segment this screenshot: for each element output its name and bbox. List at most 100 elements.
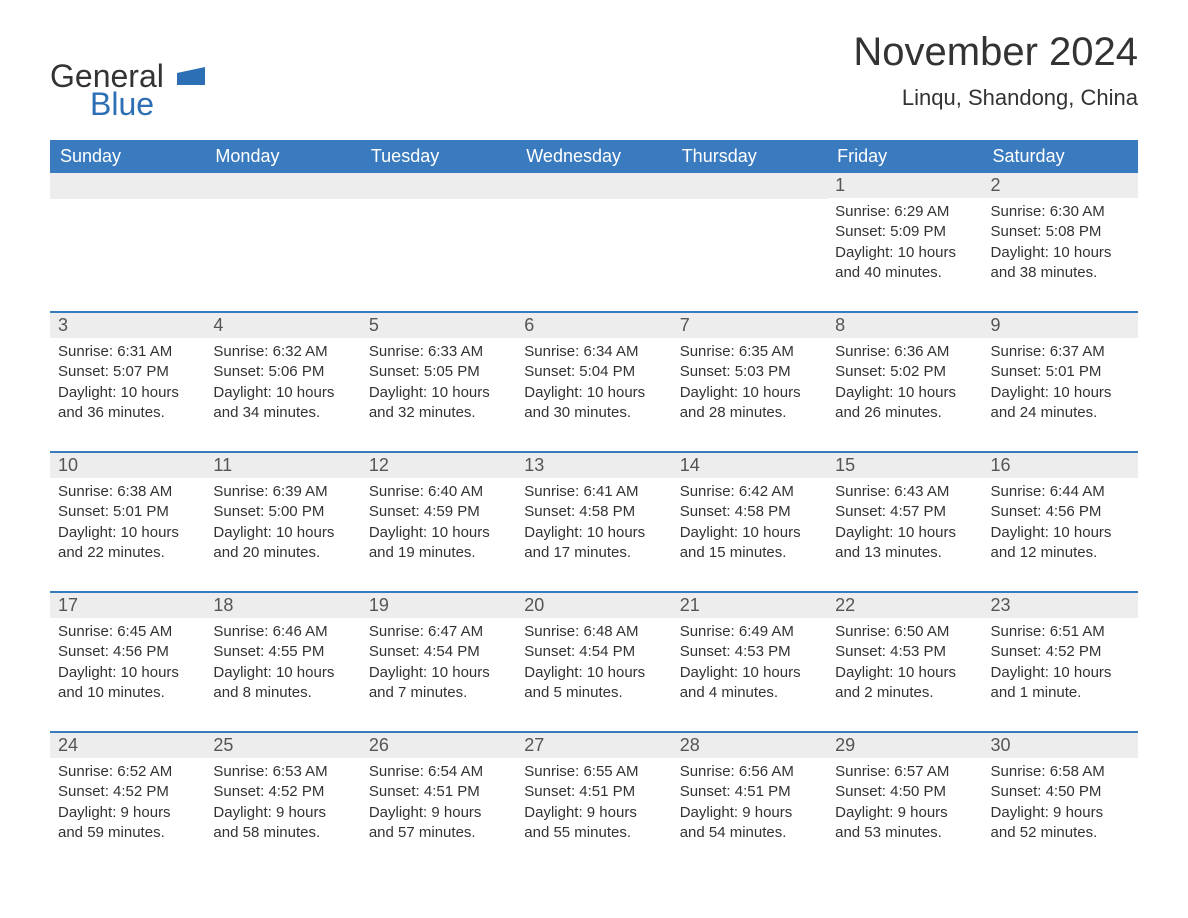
day-daylight2: and 13 minutes. <box>835 543 974 563</box>
calendar-day-cell: 4Sunrise: 6:32 AMSunset: 5:06 PMDaylight… <box>205 313 360 433</box>
day-daylight2: and 20 minutes. <box>213 543 352 563</box>
day-daylight2: and 59 minutes. <box>58 823 197 843</box>
day-daylight2: and 32 minutes. <box>369 403 508 423</box>
day-sunrise: Sunrise: 6:54 AM <box>369 762 508 782</box>
day-content: Sunrise: 6:45 AMSunset: 4:56 PMDaylight:… <box>50 618 205 711</box>
day-content: Sunrise: 6:30 AMSunset: 5:08 PMDaylight:… <box>983 198 1138 291</box>
calendar-day-cell <box>516 173 671 293</box>
day-number: 24 <box>50 733 205 758</box>
day-daylight2: and 10 minutes. <box>58 683 197 703</box>
calendar-day-cell: 14Sunrise: 6:42 AMSunset: 4:58 PMDayligh… <box>672 453 827 573</box>
day-daylight1: Daylight: 10 hours <box>213 523 352 543</box>
day-content: Sunrise: 6:38 AMSunset: 5:01 PMDaylight:… <box>50 478 205 571</box>
day-daylight1: Daylight: 9 hours <box>369 803 508 823</box>
calendar-day-cell: 9Sunrise: 6:37 AMSunset: 5:01 PMDaylight… <box>983 313 1138 433</box>
day-number: 30 <box>983 733 1138 758</box>
day-content: Sunrise: 6:51 AMSunset: 4:52 PMDaylight:… <box>983 618 1138 711</box>
day-number <box>672 173 827 199</box>
day-number: 28 <box>672 733 827 758</box>
calendar-day-cell: 20Sunrise: 6:48 AMSunset: 4:54 PMDayligh… <box>516 593 671 713</box>
day-sunrise: Sunrise: 6:41 AM <box>524 482 663 502</box>
day-sunset: Sunset: 5:06 PM <box>213 362 352 382</box>
day-number: 20 <box>516 593 671 618</box>
calendar-day-cell: 30Sunrise: 6:58 AMSunset: 4:50 PMDayligh… <box>983 733 1138 853</box>
day-number: 4 <box>205 313 360 338</box>
day-sunset: Sunset: 4:59 PM <box>369 502 508 522</box>
calendar-day-cell: 23Sunrise: 6:51 AMSunset: 4:52 PMDayligh… <box>983 593 1138 713</box>
day-daylight2: and 8 minutes. <box>213 683 352 703</box>
day-daylight1: Daylight: 10 hours <box>991 243 1130 263</box>
day-daylight2: and 28 minutes. <box>680 403 819 423</box>
day-sunrise: Sunrise: 6:31 AM <box>58 342 197 362</box>
day-daylight1: Daylight: 10 hours <box>835 243 974 263</box>
day-daylight1: Daylight: 10 hours <box>369 663 508 683</box>
day-sunset: Sunset: 5:05 PM <box>369 362 508 382</box>
day-number: 3 <box>50 313 205 338</box>
day-sunset: Sunset: 4:58 PM <box>524 502 663 522</box>
day-sunrise: Sunrise: 6:47 AM <box>369 622 508 642</box>
day-number: 19 <box>361 593 516 618</box>
day-sunrise: Sunrise: 6:35 AM <box>680 342 819 362</box>
day-sunrise: Sunrise: 6:50 AM <box>835 622 974 642</box>
day-daylight1: Daylight: 9 hours <box>524 803 663 823</box>
day-daylight2: and 55 minutes. <box>524 823 663 843</box>
day-number: 8 <box>827 313 982 338</box>
calendar-day-cell: 19Sunrise: 6:47 AMSunset: 4:54 PMDayligh… <box>361 593 516 713</box>
day-content: Sunrise: 6:43 AMSunset: 4:57 PMDaylight:… <box>827 478 982 571</box>
day-content: Sunrise: 6:54 AMSunset: 4:51 PMDaylight:… <box>361 758 516 851</box>
day-number <box>205 173 360 199</box>
day-daylight1: Daylight: 9 hours <box>991 803 1130 823</box>
day-content: Sunrise: 6:34 AMSunset: 5:04 PMDaylight:… <box>516 338 671 431</box>
day-content: Sunrise: 6:58 AMSunset: 4:50 PMDaylight:… <box>983 758 1138 851</box>
day-daylight2: and 1 minute. <box>991 683 1130 703</box>
day-sunrise: Sunrise: 6:44 AM <box>991 482 1130 502</box>
day-sunset: Sunset: 4:54 PM <box>524 642 663 662</box>
calendar-day-cell: 1Sunrise: 6:29 AMSunset: 5:09 PMDaylight… <box>827 173 982 293</box>
day-daylight2: and 54 minutes. <box>680 823 819 843</box>
calendar-day-cell: 25Sunrise: 6:53 AMSunset: 4:52 PMDayligh… <box>205 733 360 853</box>
day-content: Sunrise: 6:41 AMSunset: 4:58 PMDaylight:… <box>516 478 671 571</box>
calendar-day-cell: 12Sunrise: 6:40 AMSunset: 4:59 PMDayligh… <box>361 453 516 573</box>
day-daylight2: and 7 minutes. <box>369 683 508 703</box>
day-sunset: Sunset: 5:09 PM <box>835 222 974 242</box>
day-sunrise: Sunrise: 6:42 AM <box>680 482 819 502</box>
calendar: SundayMondayTuesdayWednesdayThursdayFrid… <box>50 140 1138 853</box>
calendar-day-cell <box>205 173 360 293</box>
day-sunrise: Sunrise: 6:56 AM <box>680 762 819 782</box>
day-daylight2: and 38 minutes. <box>991 263 1130 283</box>
weeks-container: 1Sunrise: 6:29 AMSunset: 5:09 PMDaylight… <box>50 173 1138 853</box>
day-sunrise: Sunrise: 6:45 AM <box>58 622 197 642</box>
calendar-day-cell: 7Sunrise: 6:35 AMSunset: 5:03 PMDaylight… <box>672 313 827 433</box>
day-number: 16 <box>983 453 1138 478</box>
day-sunrise: Sunrise: 6:29 AM <box>835 202 974 222</box>
day-daylight1: Daylight: 10 hours <box>991 523 1130 543</box>
day-number: 26 <box>361 733 516 758</box>
day-number <box>516 173 671 199</box>
day-number: 21 <box>672 593 827 618</box>
day-content: Sunrise: 6:39 AMSunset: 5:00 PMDaylight:… <box>205 478 360 571</box>
page-header: General Blue November 2024 Linqu, Shando… <box>50 30 1138 120</box>
calendar-day-cell: 10Sunrise: 6:38 AMSunset: 5:01 PMDayligh… <box>50 453 205 573</box>
day-daylight2: and 19 minutes. <box>369 543 508 563</box>
day-sunset: Sunset: 5:01 PM <box>58 502 197 522</box>
weekday-header-cell: Wednesday <box>516 140 671 173</box>
day-sunrise: Sunrise: 6:51 AM <box>991 622 1130 642</box>
calendar-day-cell: 8Sunrise: 6:36 AMSunset: 5:02 PMDaylight… <box>827 313 982 433</box>
day-sunrise: Sunrise: 6:53 AM <box>213 762 352 782</box>
day-number: 25 <box>205 733 360 758</box>
day-daylight1: Daylight: 10 hours <box>991 663 1130 683</box>
day-number: 11 <box>205 453 360 478</box>
day-number: 6 <box>516 313 671 338</box>
calendar-day-cell: 24Sunrise: 6:52 AMSunset: 4:52 PMDayligh… <box>50 733 205 853</box>
day-sunset: Sunset: 4:50 PM <box>991 782 1130 802</box>
day-daylight2: and 36 minutes. <box>58 403 197 423</box>
day-content: Sunrise: 6:53 AMSunset: 4:52 PMDaylight:… <box>205 758 360 851</box>
day-number <box>50 173 205 199</box>
title-block: November 2024 Linqu, Shandong, China <box>853 30 1138 111</box>
day-sunrise: Sunrise: 6:40 AM <box>369 482 508 502</box>
day-content: Sunrise: 6:42 AMSunset: 4:58 PMDaylight:… <box>672 478 827 571</box>
day-sunset: Sunset: 4:50 PM <box>835 782 974 802</box>
day-content: Sunrise: 6:36 AMSunset: 5:02 PMDaylight:… <box>827 338 982 431</box>
logo-flag-icon <box>177 58 205 94</box>
day-daylight2: and 2 minutes. <box>835 683 974 703</box>
